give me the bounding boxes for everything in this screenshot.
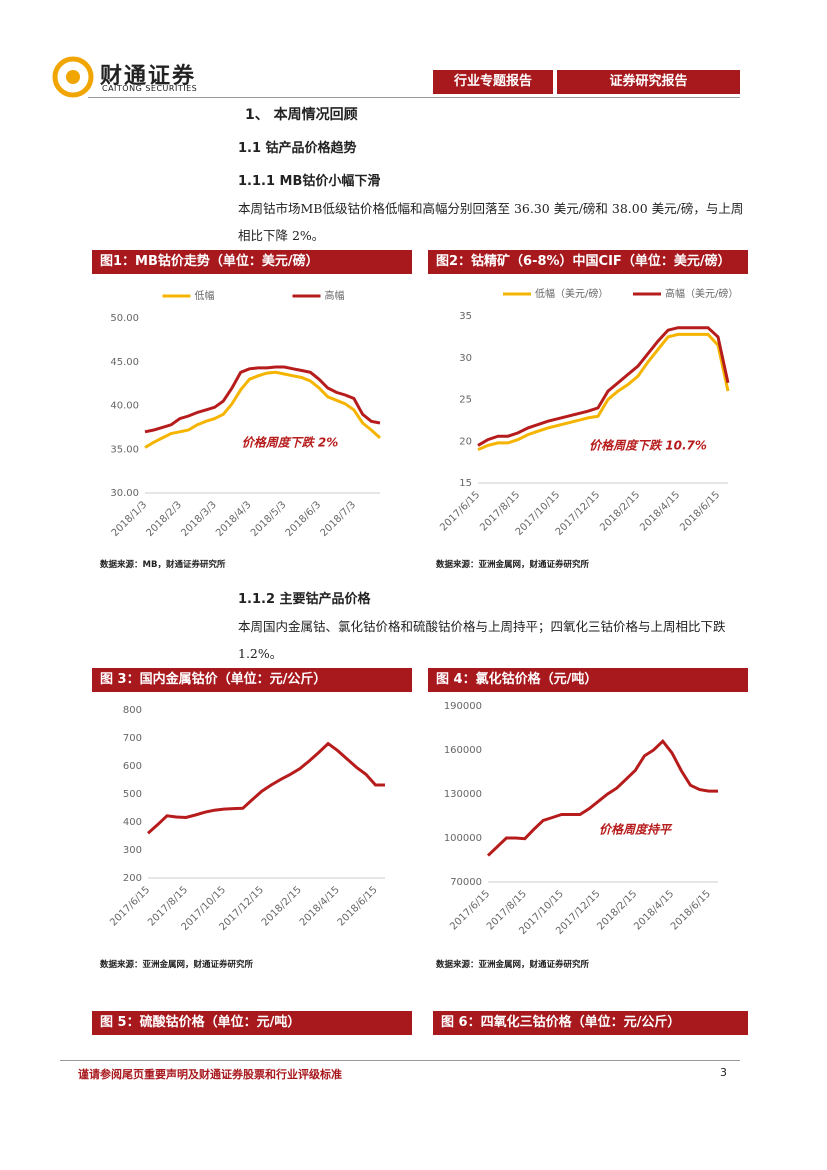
figure-title: 图 3：国内金属钴价（单位：元/公斤） xyxy=(92,668,412,692)
x-tick-label: 2018/6/15 xyxy=(669,888,713,932)
y-tick-label: 25 xyxy=(459,395,472,406)
y-tick-label: 700 xyxy=(123,733,142,744)
y-tick-label: 200 xyxy=(123,873,142,884)
heading: 1.1 钴产品价格趋势 xyxy=(238,141,357,156)
line-series xyxy=(486,738,718,857)
header-tag: 证券研究报告 xyxy=(557,70,740,94)
legend-label: 高幅（美元/磅） xyxy=(665,287,738,300)
line-series xyxy=(147,741,385,835)
y-tick-label: 130000 xyxy=(444,789,482,800)
y-tick-label: 800 xyxy=(123,705,142,716)
logo-icon xyxy=(52,56,94,98)
figure-source: 数据来源：亚洲金属网，财通证券研究所 xyxy=(436,960,590,970)
paragraph: 本周钴市场MB低级钴价格低幅和高幅分别回落至 36.30 美元/磅和 38.00… xyxy=(238,201,744,243)
y-tick-label: 100000 xyxy=(444,833,482,844)
legend-label: 低幅（美元/磅） xyxy=(535,287,608,300)
figure-title: 图 5：硫酸钴价格（单位：元/吨） xyxy=(92,1011,412,1035)
line-series xyxy=(144,365,381,434)
y-tick-label: 35 xyxy=(459,311,472,322)
heading: 1.1.2 主要钴产品价格 xyxy=(238,592,371,607)
annotation: 价格周度持平 xyxy=(599,823,673,837)
y-tick-label: 35.00 xyxy=(110,444,139,455)
legend-label: 高幅 xyxy=(325,289,345,302)
figure-source: 数据来源：亚洲金属网，财通证券研究所 xyxy=(436,560,590,570)
line-series xyxy=(477,332,730,451)
y-tick-label: 20 xyxy=(459,436,472,447)
line-series xyxy=(477,326,730,447)
logo-en: CAITONG SECURITIES xyxy=(102,84,198,93)
y-tick-label: 190000 xyxy=(444,701,482,712)
footer-note: 谨请参阅尾页重要声明及财通证券股票和行业评级标准 xyxy=(78,1068,342,1081)
line-series xyxy=(144,370,382,449)
figure-source: 数据来源：MB，财通证券研究所 xyxy=(100,560,226,570)
y-tick-label: 160000 xyxy=(444,745,482,756)
heading: 1.1.1 MB钴价小幅下滑 xyxy=(238,174,381,189)
page-number: 3 xyxy=(720,1066,727,1079)
figure-source: 数据来源：亚洲金属网，财通证券研究所 xyxy=(100,960,254,970)
header-rule xyxy=(88,97,740,98)
figure-title: 图1：MB钴价走势（单位：美元/磅） xyxy=(92,250,412,274)
y-tick-label: 30 xyxy=(459,353,472,364)
annotation: 价格周度下跌 2% xyxy=(242,436,339,450)
paragraph: 本周国内金属钴、氯化钴价格和硫酸钴价格与上周持平；四氧化三钴价格与上周相比下跌 … xyxy=(238,619,726,661)
legend-label: 低幅 xyxy=(195,289,215,302)
y-tick-label: 30.00 xyxy=(110,488,139,499)
figure-title: 图2：钴精矿（6-8%）中国CIF（单位：美元/磅） xyxy=(428,250,748,274)
footer-rule xyxy=(60,1060,740,1061)
y-tick-label: 40.00 xyxy=(110,401,139,412)
figure-title: 图 6：四氧化三钴价格（单位：元/公斤） xyxy=(433,1011,748,1035)
y-tick-label: 300 xyxy=(123,845,142,856)
y-tick-label: 45.00 xyxy=(110,357,139,368)
heading: 1、 本周情况回顾 xyxy=(245,107,358,123)
y-tick-label: 400 xyxy=(123,817,142,828)
header-tag: 行业专题报告 xyxy=(433,70,553,94)
figure-title: 图 4：氯化钴价格（元/吨） xyxy=(428,668,748,692)
y-tick-label: 500 xyxy=(123,789,142,800)
logo-cn: 财通证券 xyxy=(100,64,197,89)
y-tick-label: 70000 xyxy=(450,877,482,888)
y-tick-label: 600 xyxy=(123,761,142,772)
y-tick-label: 15 xyxy=(459,478,472,489)
y-tick-label: 50.00 xyxy=(110,313,139,324)
annotation: 价格周度下跌 10.7% xyxy=(589,439,707,453)
